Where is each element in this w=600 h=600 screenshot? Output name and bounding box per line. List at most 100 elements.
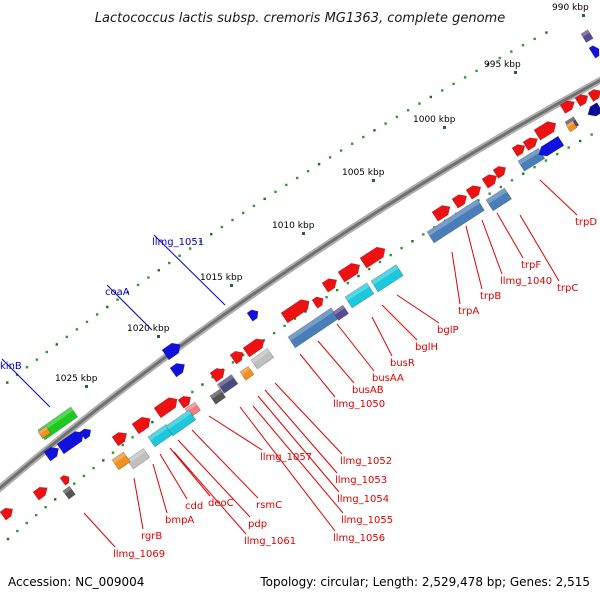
gene-arrow (161, 342, 181, 361)
position-tick (545, 31, 548, 34)
gene-arrow (59, 475, 70, 486)
feature-block (370, 264, 404, 293)
position-tick (65, 335, 69, 339)
feature-block (250, 348, 275, 370)
position-tick (486, 63, 490, 66)
gene-arrow (209, 368, 225, 383)
svg-text:bglH: bglH (415, 342, 438, 353)
scale-label-1005-kbp: 1005 kbp (342, 168, 385, 178)
position-tick (231, 361, 235, 364)
position-tick (533, 165, 536, 169)
position-tick (400, 246, 403, 250)
position-tick (35, 358, 39, 361)
gene-label-llmg-1051: llmg_1051 (152, 234, 226, 306)
gene-arrow (511, 144, 526, 157)
position-tick (317, 163, 321, 166)
gene-arrow (0, 507, 14, 521)
svg-text:llmg_1040: llmg_1040 (500, 276, 552, 287)
gene-label-bglp: bglP (396, 294, 459, 336)
position-tick (136, 283, 140, 287)
feature-block (209, 388, 226, 405)
gene-label-trpa: trpA (451, 251, 479, 317)
scale-label-995-kbp: 995 kbp (484, 60, 521, 70)
gene-label-llmg-1069: llmg_1069 (83, 512, 165, 560)
position-tick (429, 95, 432, 99)
feature-block (62, 485, 76, 500)
position-tick (328, 156, 332, 159)
svg-text:llmg_1050: llmg_1050 (333, 399, 385, 410)
feature-block (485, 187, 512, 212)
genome-summary: Topology: circular; Length: 2,529,478 bp… (259, 575, 590, 589)
genome-backbone-core (0, 78, 600, 490)
position-tick (304, 310, 307, 313)
gene-arrow (481, 174, 498, 189)
gene-label-llmg-1057: llmg_1057 (208, 415, 312, 463)
gene-arrow (587, 102, 600, 117)
feature-block (37, 425, 52, 439)
gene-arrow (246, 309, 259, 322)
gene-label-trpb: trpB (465, 225, 501, 302)
position-tick (252, 204, 256, 208)
position-tick (34, 513, 38, 517)
position-tick (211, 375, 214, 379)
gene-arrow (43, 447, 59, 462)
gene-label-trpd: trpD (539, 179, 597, 228)
gene-arrow (32, 486, 48, 501)
gene-arrow (153, 397, 178, 419)
gene-arrow (131, 416, 151, 435)
gene-arrow (111, 432, 127, 447)
feature-block (111, 451, 131, 471)
position-tick (55, 343, 58, 346)
gene-arrow (177, 395, 192, 409)
position-tick (378, 260, 382, 264)
position-tick (567, 146, 570, 149)
position-tick (168, 261, 171, 265)
gene-label-llmg-1056: llmg_1056 (239, 406, 385, 544)
gene-arrow (431, 205, 451, 222)
position-tick (95, 313, 99, 316)
position-tick (590, 133, 593, 136)
gene-arrow (337, 262, 361, 283)
gene-arrow (538, 135, 565, 157)
svg-text:coaA: coaA (105, 287, 130, 298)
svg-text:rgrB: rgrB (141, 531, 162, 542)
scale-label-1015-kbp: 1015 kbp (200, 273, 243, 283)
gene-arrow (465, 185, 482, 200)
position-tick (6, 381, 9, 384)
gene-arrow (311, 296, 324, 309)
position-tick (293, 317, 297, 320)
scale-label-1020-kbp: 1020 kbp (127, 324, 170, 334)
position-tick (274, 190, 277, 194)
position-tick (126, 291, 129, 294)
position-tick (350, 142, 354, 145)
position-tick (422, 233, 425, 236)
position-tick (178, 254, 181, 257)
gene-arrow (522, 137, 538, 151)
gene-label-llmg-1055: llmg_1055 (252, 405, 393, 526)
position-tick (6, 537, 10, 541)
svg-text:llmg_1053: llmg_1053 (335, 475, 387, 486)
position-tick (384, 122, 387, 125)
position-tick (368, 267, 371, 271)
feature-block (165, 409, 197, 437)
position-tick (191, 390, 194, 394)
gene-label-busab: busAB (317, 340, 384, 396)
gene-label-trpc: trpC (519, 214, 578, 294)
gene-label-busaa: busAA (336, 323, 404, 384)
feature-block (239, 365, 255, 381)
gene-arrow (492, 166, 507, 179)
position-tick (199, 240, 202, 243)
position-tick (25, 521, 28, 525)
svg-text:llmg_1051: llmg_1051 (152, 237, 204, 248)
position-tick (116, 298, 119, 301)
scale-tick (443, 126, 446, 129)
gene-label-busr: busR (371, 316, 415, 369)
scale-tick (302, 232, 305, 235)
position-tick (220, 225, 224, 229)
gene-label-llmg-1052: llmg_1052 (274, 382, 392, 467)
gene-label-llmg-1061: llmg_1061 (173, 451, 296, 547)
position-tick (25, 366, 29, 369)
position-tick (15, 373, 19, 377)
scale-tick (157, 335, 160, 338)
gene-arrow (242, 338, 265, 358)
